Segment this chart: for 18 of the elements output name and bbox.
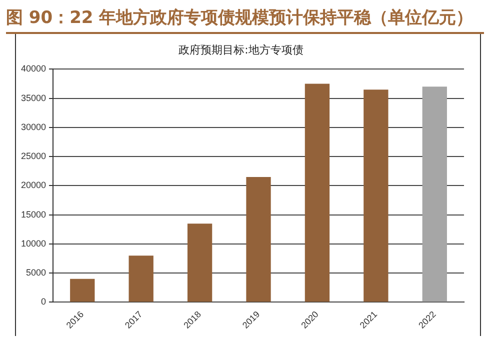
chart-subtitle: 政府预期目标:地方专项债: [178, 43, 304, 56]
y-tick-label: 10000: [20, 238, 46, 248]
chart-title: 图 90：22 年地方政府专项债规模预计保持平稳（单位亿元）: [6, 7, 474, 29]
bar: [128, 256, 154, 302]
y-tick-label: 25000: [20, 151, 46, 162]
bar: [304, 84, 330, 302]
y-tick-label: 15000: [20, 209, 46, 220]
bar: [246, 176, 271, 302]
bar: [187, 224, 212, 302]
bar: [422, 86, 447, 302]
y-tick-label: 40000: [20, 64, 46, 74]
y-tick-label: 0: [41, 296, 46, 307]
y-tick-label: 5000: [26, 268, 46, 278]
bar: [364, 90, 388, 302]
y-tick-label: 30000: [20, 122, 46, 132]
bar: [70, 278, 95, 302]
y-tick-label: 35000: [20, 92, 46, 103]
y-tick-label: 20000: [20, 180, 46, 190]
